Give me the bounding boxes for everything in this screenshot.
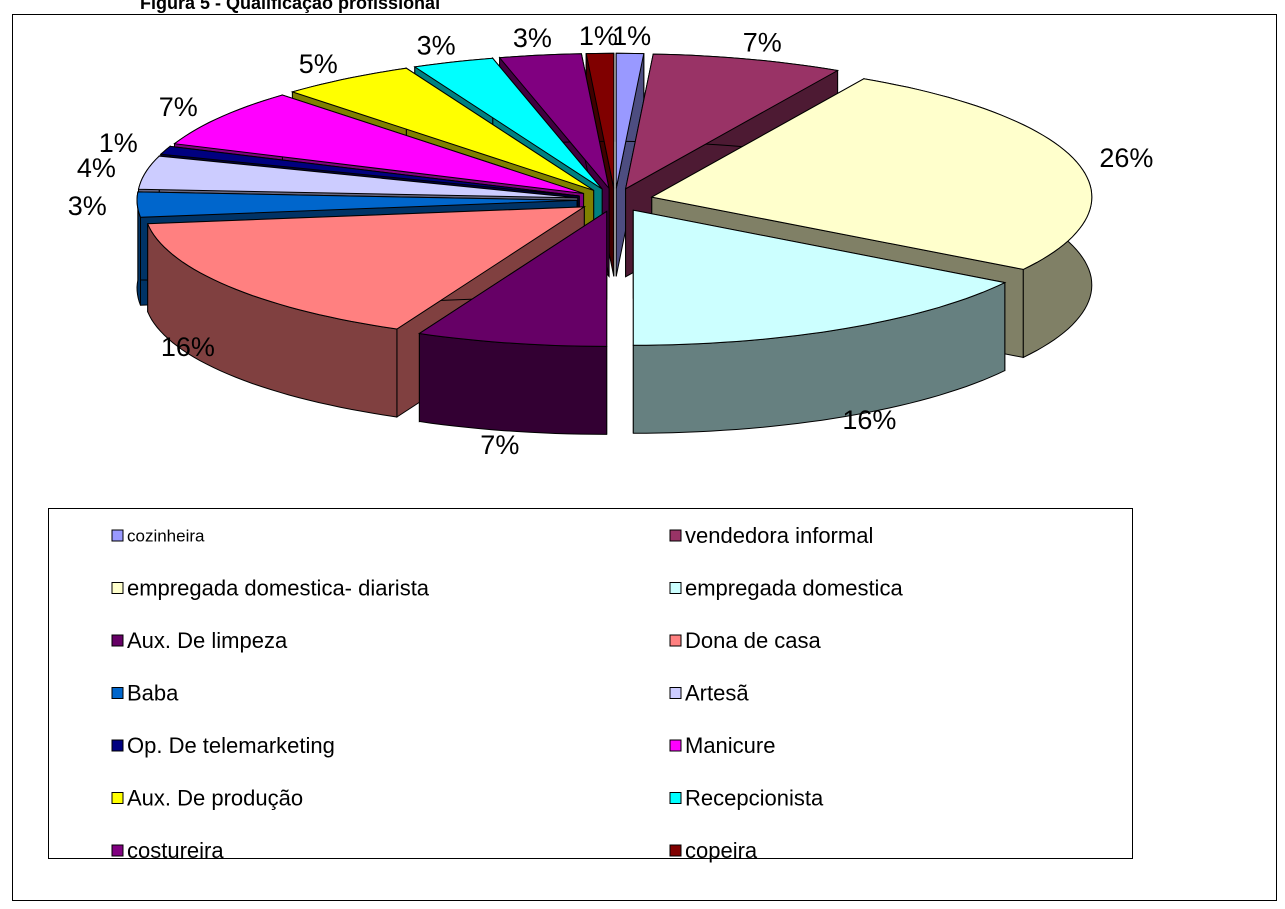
legend-label: empregada domestica [685,575,903,600]
slice [585,52,615,189]
legend-swatch [669,687,682,699]
legend-label: Manicure [685,733,775,758]
data-label: 3% [417,31,456,61]
data-label: 7% [743,28,782,58]
legend-swatch [111,844,124,857]
data-label: 7% [159,92,198,122]
data-label: 1% [99,128,138,158]
legend-swatch [111,687,124,699]
chart-title: Figura 5 - Qualificação profissional [140,0,440,13]
slice [290,67,594,191]
legend-label: copeira [685,838,758,863]
slice [137,155,578,199]
legend-label: costureira [127,838,224,863]
legend-label: Aux. De limpeza [127,628,288,653]
slice-side [418,332,608,435]
slice [615,52,645,189]
legend-label: empregada domestica- diarista [127,575,430,600]
slice [632,209,1007,346]
data-label: 3% [68,191,107,221]
legend-swatch [669,529,682,542]
data-label: 5% [299,49,338,79]
slice [413,57,603,190]
legend-swatch [111,792,124,804]
legend-label: Artesã [685,680,749,705]
legend-label: vendedora informal [685,523,873,548]
data-label: 1% [612,21,651,51]
legend-swatch [111,582,124,594]
slice [624,53,840,190]
slice [173,94,584,194]
chart-frame [12,14,1277,901]
slice [418,210,608,435]
legend-label: Recepcionista [685,785,824,810]
data-label: 1% [579,21,618,51]
legend-swatch [669,582,682,594]
legend-swatch [111,634,124,647]
legend-swatch [669,792,682,804]
slice [498,53,610,189]
legend-label: Aux. De produção [127,785,303,810]
slice [159,145,580,197]
legend-label: Baba [127,680,179,705]
slice [146,206,587,330]
legend-swatch [669,844,682,857]
slice [136,191,578,218]
legend-label: Dona de casa [685,628,822,653]
legend-swatch [669,739,682,752]
slice [418,210,608,347]
legend-swatch [111,529,124,542]
slice [650,78,1093,270]
legend-box [48,508,1133,859]
data-label: 16% [161,332,215,362]
legend-label: Op. De telemarketing [127,733,335,758]
legend-swatch [669,634,682,647]
data-label: 3% [513,23,552,53]
slice [632,209,1007,434]
data-label: 16% [842,405,896,435]
data-label: 7% [480,430,519,460]
legend-swatch [111,739,124,752]
data-label: 26% [1099,143,1153,173]
data-label: 4% [77,153,116,183]
legend-label: cozinheira [127,526,205,545]
